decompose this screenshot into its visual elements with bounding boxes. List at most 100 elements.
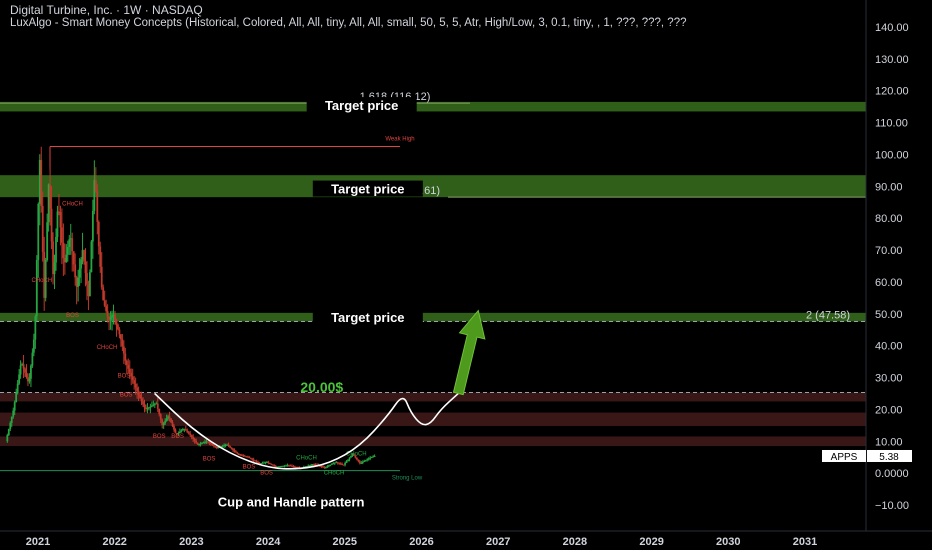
candle-body	[215, 447, 218, 449]
candle-body	[122, 346, 125, 354]
candle-body	[49, 184, 51, 209]
candle-body	[223, 445, 226, 447]
y-tick-label: 0.0000	[875, 468, 909, 480]
candle-body	[326, 466, 329, 468]
y-tick-label: 50.00	[875, 309, 903, 321]
candle-body	[159, 414, 162, 420]
candle-body	[56, 211, 59, 237]
candle-body	[170, 418, 172, 423]
candle-body	[158, 408, 161, 415]
candle-body	[333, 462, 336, 464]
target-label-bg	[312, 180, 423, 197]
indicator-legend[interactable]: LuxAlgo - Smart Money Concepts (Historic…	[10, 17, 687, 29]
y-tick-label: 120.00	[875, 86, 909, 98]
candle-body	[282, 465, 285, 467]
candle-body	[52, 241, 54, 275]
candle-body	[350, 455, 352, 458]
target-price-label: Target price	[325, 98, 398, 113]
candle-body	[24, 368, 26, 373]
candle-body	[150, 405, 153, 407]
candle-body	[69, 238, 72, 240]
candle-body	[84, 261, 87, 274]
candle-body	[30, 365, 32, 379]
candle-body	[233, 450, 236, 452]
target-price-label: Target price	[331, 310, 404, 325]
candle-body	[15, 392, 18, 403]
candle-body	[196, 442, 199, 445]
structure-label: BOS	[260, 471, 273, 477]
candle-body	[325, 466, 327, 468]
target-zone-low	[0, 312, 866, 322]
structure-label: BOS	[118, 374, 131, 380]
candle-body	[109, 317, 112, 320]
candle-body	[37, 203, 40, 261]
y-tick-label: 80.00	[875, 213, 903, 225]
target-label-bg	[312, 308, 423, 325]
candle-body	[199, 443, 202, 445]
candle-body	[68, 239, 71, 248]
target-zone-top	[0, 101, 866, 112]
supply-zone-1	[0, 392, 866, 402]
candle-body	[357, 459, 360, 462]
candle-body	[18, 374, 21, 384]
cup-handle-curve	[154, 392, 459, 470]
candle-body	[232, 448, 234, 451]
candle-body	[226, 444, 228, 446]
candle-body	[202, 442, 205, 444]
candle-body	[94, 180, 97, 192]
candle-body	[40, 159, 43, 206]
y-tick-label: 130.00	[875, 54, 909, 66]
candle-body	[279, 466, 282, 468]
candle-body	[280, 466, 283, 468]
candle-body	[9, 422, 12, 430]
candle-body	[31, 352, 34, 366]
candle-body	[217, 446, 220, 448]
candle-body	[47, 184, 50, 223]
candle-body	[190, 435, 193, 438]
candle-body	[236, 452, 239, 454]
candle-body	[204, 441, 206, 443]
candle-body	[125, 360, 128, 365]
candle-body	[34, 316, 37, 340]
candle-body	[183, 429, 186, 431]
candle-body	[364, 460, 367, 462]
candle-body	[65, 254, 68, 263]
candle-body	[105, 305, 108, 312]
x-tick-label: 2028	[563, 536, 587, 548]
candle-body	[66, 247, 69, 255]
symbol-tag: APPS	[831, 452, 858, 463]
candle-body	[60, 227, 63, 243]
candle-body	[133, 380, 136, 384]
candle-body	[342, 464, 345, 466]
candle-body	[6, 435, 9, 442]
structure-label: CHoCH	[324, 471, 345, 477]
structure-label: CHoCH	[97, 345, 118, 351]
candle-body	[240, 454, 243, 456]
candle-body	[266, 462, 268, 464]
candle-body	[43, 251, 46, 298]
target-price-label: Target price	[331, 182, 404, 197]
candle-body	[372, 456, 375, 458]
candle-body	[289, 465, 292, 467]
structure-label: BOS	[120, 393, 133, 399]
target-arrow	[452, 309, 486, 396]
x-tick-label: 2031	[793, 536, 817, 548]
candle-body	[243, 455, 246, 457]
candle-body	[345, 461, 348, 464]
candle-body	[102, 287, 105, 301]
candle-body	[71, 238, 74, 252]
candle-body	[143, 404, 146, 408]
candle-body	[81, 250, 84, 260]
structure-label: BOS	[243, 464, 256, 470]
candle-body	[80, 259, 82, 269]
structure-label: CHoCH	[62, 201, 83, 207]
candle-body	[108, 316, 110, 320]
candle-body	[327, 465, 330, 467]
candle-body	[363, 461, 366, 463]
candle-body	[38, 159, 41, 204]
candle-body	[72, 251, 75, 265]
x-tick-label: 2024	[256, 536, 281, 548]
candle-body	[97, 221, 100, 247]
candle-body	[211, 444, 214, 446]
